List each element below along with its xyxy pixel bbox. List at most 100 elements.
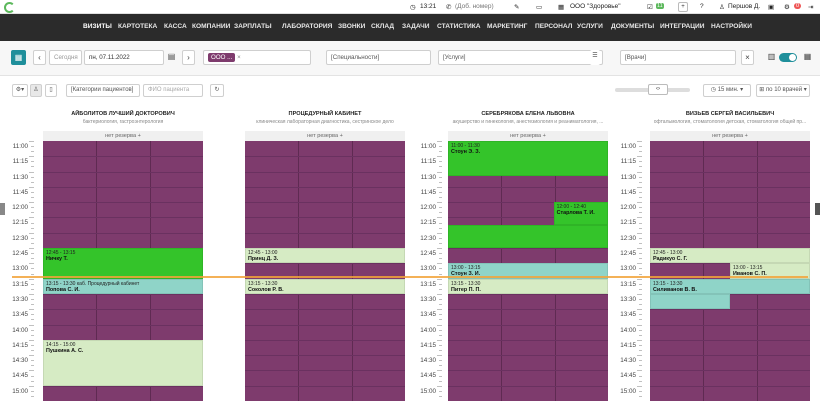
appointment[interactable]: 13:15 - 13:30 Силиванов В. В. bbox=[650, 278, 810, 294]
appointment[interactable]: 14:15 - 15:00 Пушкина А. С. bbox=[43, 339, 203, 386]
left-scroll-handle[interactable] bbox=[0, 203, 5, 215]
reserve-row[interactable]: нет резерва + bbox=[43, 131, 203, 141]
appointment[interactable]: 13:00 - 13:15 Иванов С. П. bbox=[730, 263, 810, 279]
nav-cash[interactable]: КАССА bbox=[164, 23, 187, 30]
nav-lab[interactable]: ЛАБОРАТОРИЯ bbox=[282, 23, 333, 30]
add-icon[interactable]: + bbox=[744, 133, 748, 139]
nav-stats[interactable]: СТАТИСТИКА bbox=[437, 23, 481, 30]
time-tick bbox=[31, 253, 34, 255]
nav-stock[interactable]: СКЛАД bbox=[371, 23, 395, 30]
appointment[interactable] bbox=[650, 293, 730, 310]
nav-cardfile[interactable]: КАРТОТЕКА bbox=[118, 23, 158, 30]
appointment[interactable]: 12:45 - 13:15 Ничку Т. bbox=[43, 248, 203, 279]
time-tick bbox=[637, 370, 642, 372]
date-field[interactable]: пн, 07.11.2022 bbox=[84, 50, 164, 65]
schedule-grid[interactable]: 12:45 - 13:00 Принц Д. З. 13:15 - 13:30 Сок… bbox=[245, 141, 405, 401]
org-filter[interactable]: ООО ... × bbox=[203, 50, 311, 65]
clear-filters-icon[interactable]: × bbox=[741, 50, 754, 65]
time-tick bbox=[437, 309, 442, 311]
schedule-grid[interactable]: 11:00 - 11:30 Стоун Э. З. 12:00 - 12:40 Ста… bbox=[448, 141, 608, 401]
tasks-icon[interactable]: ☑ bbox=[647, 4, 653, 11]
time-tick bbox=[637, 217, 642, 219]
doctors-filter[interactable]: [Врачи] bbox=[620, 50, 736, 65]
time-tick bbox=[29, 293, 34, 295]
time-tick bbox=[639, 161, 642, 163]
zoom-slider-handle[interactable]: ‹› bbox=[648, 84, 668, 95]
add-icon[interactable]: + bbox=[678, 2, 688, 12]
columns-view-icon[interactable]: ▥ bbox=[767, 52, 776, 61]
nav-settings[interactable]: НАСТРОЙКИ bbox=[711, 23, 752, 30]
refresh-icon[interactable]: ↻ bbox=[210, 84, 224, 97]
doctor-header[interactable]: АЙБОЛИТОВ ЛУЧШИЙ ДОКТОРОВИЧ бактериология… bbox=[43, 104, 203, 128]
specialties-filter[interactable]: [Специальности] bbox=[326, 50, 431, 65]
calendar-view-icon[interactable]: ▦ bbox=[11, 50, 26, 65]
time-label: 14:15 bbox=[420, 341, 436, 349]
next-day-button[interactable]: › bbox=[182, 50, 195, 65]
add-icon[interactable]: + bbox=[137, 133, 141, 139]
per-doctor-select[interactable]: ⊞ по 10 врачей ▾ bbox=[756, 84, 810, 97]
reserve-row[interactable]: нет резерва + bbox=[448, 131, 608, 141]
nav-tasks[interactable]: ЗАДАЧИ bbox=[402, 23, 430, 30]
doctor-specialty: акушерство и гинекология, анестезиология… bbox=[452, 119, 604, 125]
edit-icon[interactable]: ✎ bbox=[514, 4, 520, 11]
nav-visits[interactable]: ВИЗИТЫ bbox=[83, 23, 112, 30]
calendar-mini-icon[interactable]: ▦ bbox=[803, 52, 812, 61]
doctor-header[interactable]: СЕРЕБРЯКОВА ЕЛЕНА ЛЬВОВНА акушерство и ги… bbox=[448, 104, 608, 128]
nav-integrations[interactable]: ИНТЕГРАЦИИ bbox=[660, 23, 705, 30]
today-button[interactable]: Сегодня bbox=[49, 50, 82, 65]
grid-line bbox=[245, 355, 405, 357]
person-filter-icon[interactable]: ♙ bbox=[30, 84, 42, 97]
mode-toggle[interactable] bbox=[779, 53, 797, 62]
appointment[interactable]: 11:00 - 11:30 Стоун Э. З. bbox=[448, 141, 608, 177]
doctor-header[interactable]: ПРОЦЕДУРНЫЙ КАБИНЕТ клиническая лаборатор… bbox=[245, 104, 405, 128]
add-icon[interactable]: + bbox=[542, 133, 546, 139]
notifications-icon[interactable]: ⚙ bbox=[784, 4, 790, 11]
time-tick bbox=[439, 146, 442, 148]
ext-number-field[interactable]: (Доб. номер) bbox=[455, 3, 494, 10]
doctor-header[interactable]: ВИЗЬЕВ СЕРГЕЙ ВАСИЛЬЕВИЧ офтальмология, с… bbox=[650, 104, 810, 128]
chip-remove-icon[interactable]: × bbox=[237, 54, 241, 61]
nav-companies[interactable]: КОМПАНИИ bbox=[192, 23, 231, 30]
appointment[interactable]: 13:00 - 13:15 Стоун З. И. bbox=[448, 263, 608, 279]
logout-icon[interactable]: ⇥ bbox=[808, 4, 814, 11]
time-tick bbox=[439, 344, 442, 346]
prev-day-button[interactable]: ‹ bbox=[33, 50, 46, 65]
schedule-grid[interactable]: 12:45 - 13:00 Радикуо С. Г. 13:00 - 13:15 И… bbox=[650, 141, 810, 401]
appointment[interactable]: 12:45 - 13:00 Принц Д. З. bbox=[245, 248, 405, 264]
nav-calls[interactable]: ЗВОНКИ bbox=[338, 23, 366, 30]
nav-marketing[interactable]: МАРКЕТИНГ bbox=[487, 23, 528, 30]
nav-staff[interactable]: ПЕРСОНАЛ bbox=[535, 23, 573, 30]
appointment[interactable]: 12:45 - 13:00 Радикуо С. Г. bbox=[650, 248, 810, 264]
schedule-grid[interactable]: 12:45 - 13:15 Ничку Т. 13:15 - 13:30 каб. … bbox=[43, 141, 203, 401]
settings-dropdown-icon[interactable]: ⚙▾ bbox=[12, 84, 28, 97]
services-filter[interactable]: [Услуги] bbox=[438, 50, 603, 65]
help-icon[interactable]: ? bbox=[700, 3, 704, 10]
appointment[interactable]: 12:00 - 12:40 Старлова Т. И. bbox=[553, 202, 608, 226]
right-scroll-handle[interactable] bbox=[815, 203, 820, 215]
interval-select[interactable]: ◷ 15 мин. ▾ bbox=[703, 84, 751, 97]
appointment[interactable] bbox=[448, 225, 608, 249]
layout-icon[interactable]: ▣ bbox=[768, 4, 775, 11]
time-tick bbox=[637, 309, 642, 311]
user-name[interactable]: Першов Д. bbox=[728, 3, 761, 10]
patient-category-select[interactable]: [Категории пациентов] bbox=[66, 84, 140, 97]
calendar-icon[interactable]: ▤ bbox=[167, 52, 176, 61]
app-logo[interactable] bbox=[4, 2, 15, 13]
patient-search-input[interactable]: ФИО пациента bbox=[143, 84, 203, 97]
reserve-row[interactable]: нет резерва + bbox=[245, 131, 405, 141]
add-icon[interactable]: + bbox=[339, 133, 343, 139]
chat-icon[interactable]: ▭ bbox=[536, 4, 543, 11]
current-time-line bbox=[12, 276, 808, 278]
appointment[interactable]: 13:15 - 13:30 каб. Процедурный кабинет По… bbox=[43, 278, 203, 294]
appointment[interactable]: 13:15 - 13:30 Соколов Р. В. bbox=[245, 278, 405, 294]
nav-salaries[interactable]: ЗАРПЛАТЫ bbox=[234, 23, 272, 30]
time-tick bbox=[639, 375, 642, 377]
org-selector[interactable]: ООО "Здоровье" bbox=[570, 3, 621, 10]
nav-services[interactable]: УСЛУГИ bbox=[577, 23, 603, 30]
reserve-row[interactable]: нет резерва + bbox=[650, 131, 810, 141]
appointment[interactable]: 13:15 - 13:30 Питер П. П. bbox=[448, 278, 608, 294]
services-list-icon[interactable]: ☰ bbox=[590, 50, 600, 65]
nav-documents[interactable]: ДОКУМЕНТЫ bbox=[611, 23, 655, 30]
zoom-slider[interactable]: ‹› bbox=[615, 84, 690, 95]
lock-icon[interactable]: ▯ bbox=[45, 84, 57, 97]
